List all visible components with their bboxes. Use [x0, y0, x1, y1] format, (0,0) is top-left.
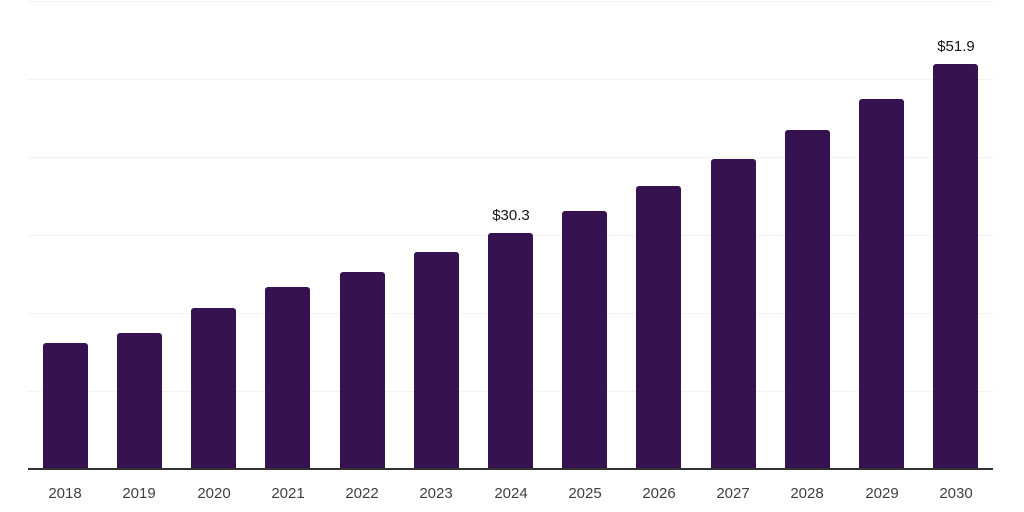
x-tick-label: 2023 — [419, 485, 453, 502]
x-tick-label: 2022 — [345, 485, 379, 502]
bar-2019 — [117, 333, 162, 470]
bar-2021 — [265, 287, 310, 469]
x-tick-label: 2025 — [568, 485, 602, 502]
value-label-2030: $51.9 — [937, 38, 975, 55]
value-label-2024: $30.3 — [492, 207, 530, 224]
bar-2020 — [191, 308, 236, 469]
x-tick-label: 2020 — [197, 485, 231, 502]
bar-2029 — [859, 99, 904, 470]
x-tick-label: 2018 — [48, 485, 82, 502]
x-tick-label: 2030 — [939, 485, 973, 502]
x-tick-label: 2021 — [271, 485, 305, 502]
gridline — [28, 79, 993, 80]
x-tick-label: 2019 — [122, 485, 156, 502]
x-tick-label: 2028 — [790, 485, 824, 502]
bar-2030 — [933, 64, 978, 469]
bar-2023 — [414, 252, 459, 469]
x-tick-label: 2024 — [494, 485, 528, 502]
gridline — [28, 157, 993, 158]
gridline — [28, 1, 993, 2]
bar-2028 — [785, 130, 830, 469]
x-axis-line — [28, 468, 993, 470]
x-tick-label: 2026 — [642, 485, 676, 502]
bar-2022 — [340, 272, 385, 469]
bar-2024 — [488, 233, 533, 469]
bar-2018 — [43, 343, 88, 469]
x-tick-label: 2029 — [865, 485, 899, 502]
bar-2027 — [711, 159, 756, 469]
bar-2026 — [636, 186, 681, 469]
x-tick-label: 2027 — [716, 485, 750, 502]
bar-2025 — [562, 211, 607, 469]
